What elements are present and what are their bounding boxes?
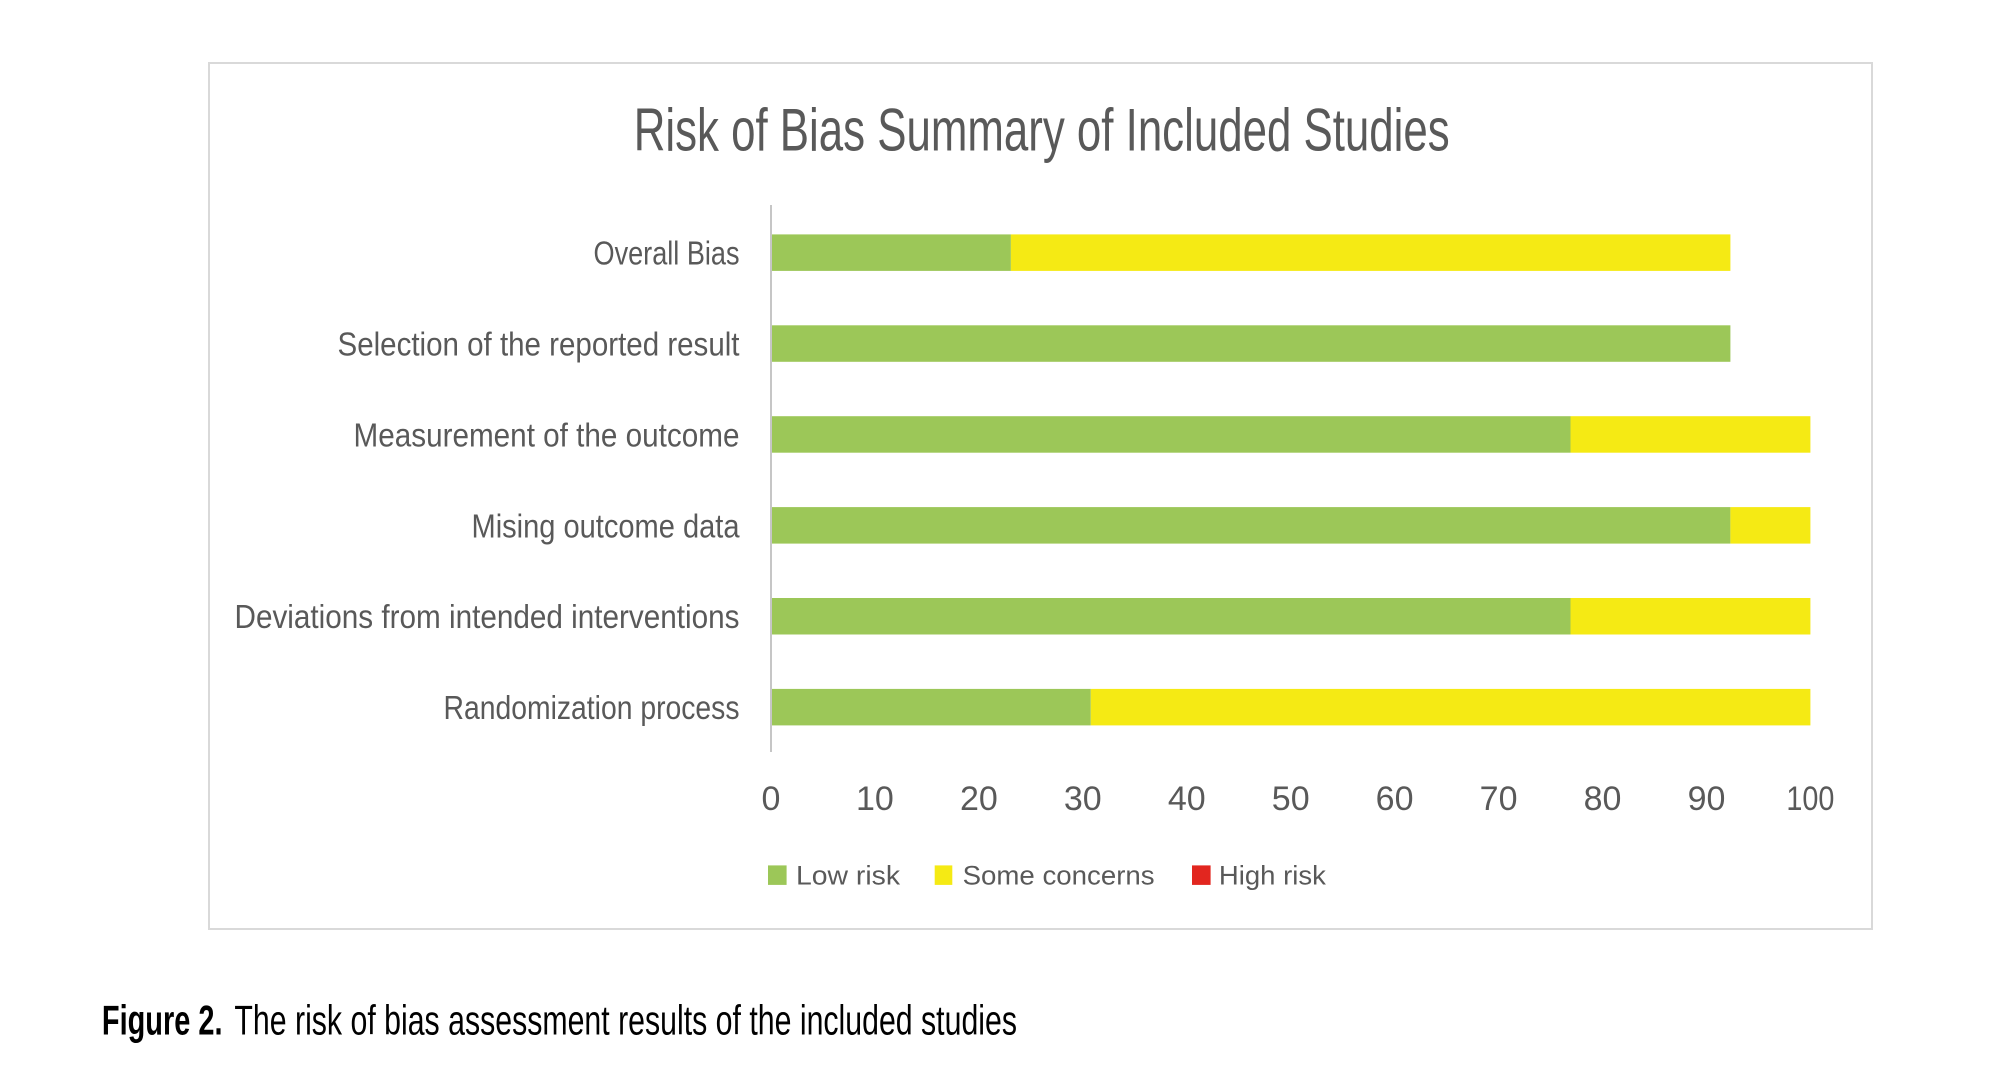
svg-text:0: 0 xyxy=(762,780,781,818)
svg-text:The risk of bias assessment re: The risk of bias assessment results of t… xyxy=(234,997,1017,1044)
svg-text:Mising outcome data: Mising outcome data xyxy=(472,507,741,544)
svg-text:High risk: High risk xyxy=(1219,861,1326,891)
svg-text:30: 30 xyxy=(1064,780,1102,818)
svg-text:Measurement of the outcome: Measurement of the outcome xyxy=(354,416,740,453)
svg-text:Overall Bias: Overall Bias xyxy=(594,235,740,272)
svg-text:40: 40 xyxy=(1168,780,1206,818)
svg-text:Selection of the reported resu: Selection of the reported result xyxy=(338,326,740,363)
svg-text:Low risk: Low risk xyxy=(796,861,901,891)
svg-text:Risk of Bias Summary of Includ: Risk of Bias Summary of Included Studies xyxy=(634,97,1450,164)
svg-text:Some concerns: Some concerns xyxy=(963,861,1155,891)
svg-text:Randomization process: Randomization process xyxy=(444,689,740,726)
svg-text:10: 10 xyxy=(856,780,894,818)
svg-text:90: 90 xyxy=(1688,780,1726,818)
svg-text:20: 20 xyxy=(960,780,998,818)
svg-text:Figure 2.: Figure 2. xyxy=(102,997,223,1044)
svg-text:Deviations from intended inter: Deviations from intended interventions xyxy=(235,598,740,635)
svg-text:80: 80 xyxy=(1584,780,1622,818)
svg-text:50: 50 xyxy=(1272,780,1310,818)
svg-text:60: 60 xyxy=(1376,780,1414,818)
svg-text:100: 100 xyxy=(1786,780,1834,818)
svg-text:70: 70 xyxy=(1480,780,1518,818)
